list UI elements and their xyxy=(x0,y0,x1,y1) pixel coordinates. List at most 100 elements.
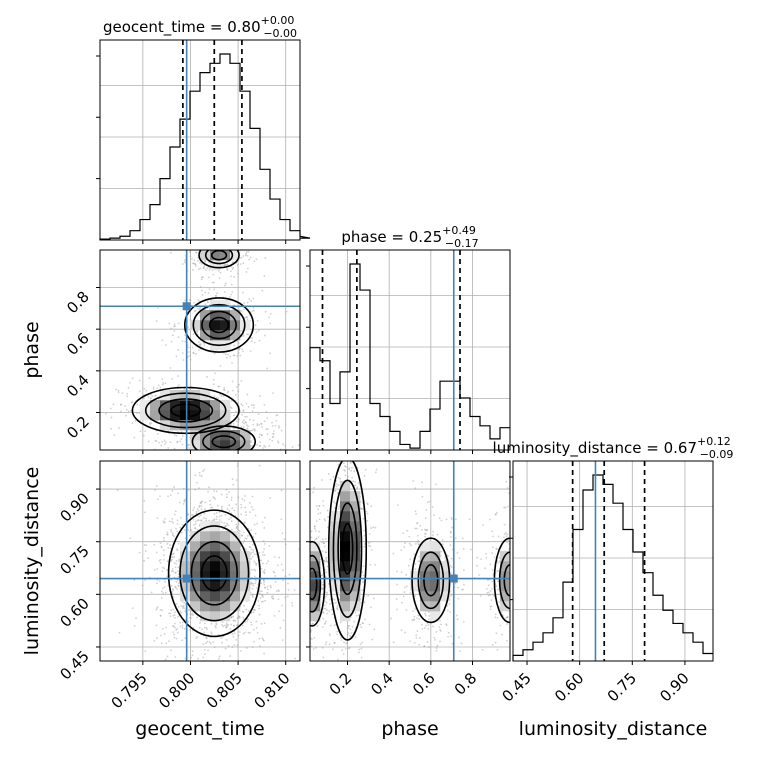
sample-point xyxy=(194,527,197,530)
sample-point xyxy=(187,488,190,491)
sample-point xyxy=(181,435,184,437)
sample-point xyxy=(521,621,523,623)
sample-point xyxy=(243,539,246,542)
sample-point xyxy=(407,564,410,567)
sample-point xyxy=(154,394,157,397)
sample-point xyxy=(245,252,248,255)
sample-point xyxy=(324,607,327,610)
sample-point xyxy=(224,245,226,247)
sample-point xyxy=(480,558,483,561)
sample-point xyxy=(116,489,119,492)
sample-point xyxy=(184,637,187,639)
sample-point xyxy=(206,667,208,669)
sample-point xyxy=(421,627,424,630)
sample-point xyxy=(497,535,500,538)
sample-point xyxy=(231,380,234,383)
sample-point xyxy=(120,410,122,413)
histogram-geocent_time xyxy=(99,53,311,240)
sample-point xyxy=(199,343,201,346)
sample-point xyxy=(424,529,427,532)
sample-point xyxy=(427,646,430,648)
sample-point xyxy=(248,546,251,548)
sample-point xyxy=(221,528,224,531)
sample-point xyxy=(254,452,256,454)
sample-point xyxy=(397,504,399,507)
sample-point xyxy=(215,518,218,521)
sample-point xyxy=(262,595,264,598)
sample-point xyxy=(178,559,181,562)
contour-line xyxy=(204,250,234,265)
sample-point xyxy=(162,382,164,384)
sample-point xyxy=(164,591,167,594)
sample-point xyxy=(256,452,258,454)
sample-point xyxy=(469,548,472,551)
sample-point xyxy=(448,603,451,605)
sample-point xyxy=(150,393,152,396)
sample-point xyxy=(176,631,179,634)
sample-point xyxy=(516,532,518,534)
density-cell xyxy=(170,390,181,401)
sample-point xyxy=(306,535,308,537)
sample-point xyxy=(170,667,172,669)
sample-point xyxy=(232,635,235,638)
density-cell xyxy=(200,601,211,612)
sample-point xyxy=(249,501,251,504)
sample-point xyxy=(307,608,309,610)
sample-point xyxy=(318,518,321,521)
sample-point xyxy=(195,637,198,639)
sample-point xyxy=(213,512,216,515)
sample-point xyxy=(294,531,296,533)
sample-point xyxy=(85,404,87,406)
sample-point xyxy=(424,614,427,617)
sample-point xyxy=(252,582,255,585)
sample-point xyxy=(433,636,436,639)
sample-point xyxy=(414,594,416,597)
sample-point xyxy=(307,549,309,551)
sample-point xyxy=(160,634,162,637)
sample-point xyxy=(208,690,210,692)
sample-point xyxy=(260,590,263,593)
density-cell xyxy=(230,561,241,572)
sample-point xyxy=(233,644,236,646)
sample-point xyxy=(374,563,377,566)
sample-point xyxy=(363,475,366,477)
sample-point xyxy=(196,451,198,453)
sample-point xyxy=(450,557,453,560)
sample-point xyxy=(313,527,316,530)
contour-line xyxy=(192,303,246,347)
sample-point xyxy=(441,543,444,546)
density-cell xyxy=(190,601,201,612)
sample-point xyxy=(532,544,534,546)
sample-point xyxy=(169,544,171,547)
sample-point xyxy=(170,649,172,652)
sample-point xyxy=(220,237,222,239)
panel-frame xyxy=(99,249,301,451)
sample-point xyxy=(362,622,365,625)
sample-point xyxy=(181,263,184,265)
sample-point xyxy=(499,677,501,679)
sample-point xyxy=(404,586,406,589)
sample-point xyxy=(245,537,248,540)
sample-point xyxy=(450,516,453,519)
sample-point xyxy=(189,250,192,253)
sample-point xyxy=(204,501,207,504)
sample-point xyxy=(243,521,246,524)
sample-point xyxy=(251,337,253,340)
sample-point xyxy=(302,588,304,590)
sample-point xyxy=(236,526,238,528)
sample-point xyxy=(181,626,184,629)
sample-point xyxy=(212,455,214,457)
sample-point xyxy=(135,617,137,620)
sample-point xyxy=(458,557,461,560)
sample-point xyxy=(297,601,299,603)
sample-point xyxy=(411,619,414,622)
sample-point xyxy=(180,604,183,607)
sample-point xyxy=(272,435,275,438)
density-cell xyxy=(220,440,231,450)
sample-point xyxy=(223,451,225,453)
sample-point xyxy=(250,623,253,626)
sample-point xyxy=(216,245,218,247)
sample-point xyxy=(529,559,531,561)
sample-point xyxy=(237,424,240,427)
sample-point xyxy=(533,559,535,561)
